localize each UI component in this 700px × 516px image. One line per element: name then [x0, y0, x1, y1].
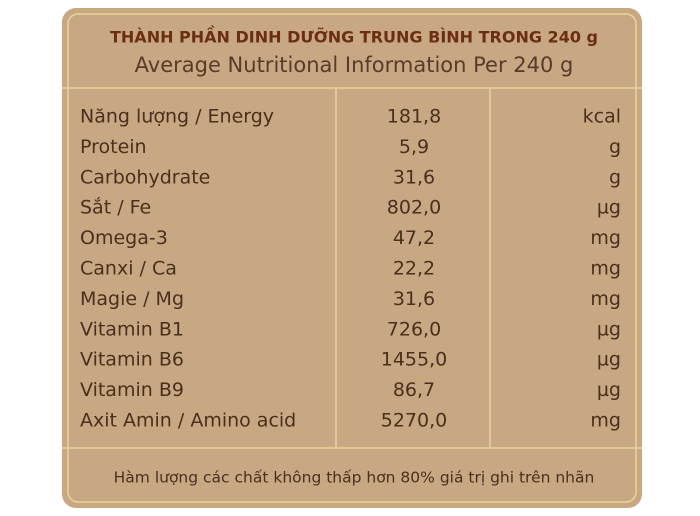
nutrient-unit: mg [590, 258, 621, 280]
nutrient-name: Axit Amin / Amino acid [80, 410, 296, 432]
nutrient-value: 31,6 [393, 288, 435, 310]
nutrient-value: 5,9 [399, 136, 429, 158]
nutrient-value: 181,8 [387, 106, 441, 128]
nutrient-value: 22,2 [393, 258, 435, 280]
nutrient-name: Sắt / Fe [80, 196, 151, 219]
nutrient-value: 1455,0 [381, 349, 447, 371]
nutrient-name: Protein [80, 136, 147, 158]
nutrient-value: 5270,0 [381, 410, 447, 432]
nutrient-value: 86,7 [393, 379, 435, 401]
nutrient-value: 726,0 [387, 318, 441, 340]
nutrient-value: 802,0 [387, 197, 441, 219]
nutrient-name: Năng lượng / Energy [80, 106, 274, 128]
nutrient-name: Vitamin B6 [80, 349, 184, 371]
subtitle: Average Nutritional Information Per 240 … [135, 53, 574, 77]
panel-background [62, 8, 642, 508]
nutrient-unit: mg [590, 288, 621, 310]
nutrient-unit: g [609, 136, 621, 158]
nutrient-name: Omega-3 [80, 227, 168, 249]
nutrient-name: Vitamin B1 [80, 318, 184, 340]
nutrient-unit: µg [597, 318, 621, 340]
nutrient-unit: mg [590, 227, 621, 249]
nutrient-unit: g [609, 166, 621, 188]
nutrient-unit: mg [590, 410, 621, 432]
footer-note: Hàm lượng các chất không thấp hơn 80% gi… [114, 469, 595, 487]
nutrient-name: Canxi / Ca [80, 258, 177, 280]
title: THÀNH PHẦN DINH DƯỠNG TRUNG BÌNH TRONG 2… [110, 26, 598, 47]
nutrient-name: Carbohydrate [80, 166, 210, 188]
panel-border [67, 13, 637, 503]
nutrient-name: Vitamin B9 [80, 379, 184, 401]
nutrient-unit: kcal [583, 106, 621, 128]
nutrient-unit: µg [597, 197, 621, 219]
nutrient-unit: µg [597, 379, 621, 401]
nutrient-unit: µg [597, 349, 621, 371]
nutrient-name: Magie / Mg [80, 288, 184, 310]
nutrient-value: 31,6 [393, 166, 435, 188]
nutrient-value: 47,2 [393, 227, 435, 249]
